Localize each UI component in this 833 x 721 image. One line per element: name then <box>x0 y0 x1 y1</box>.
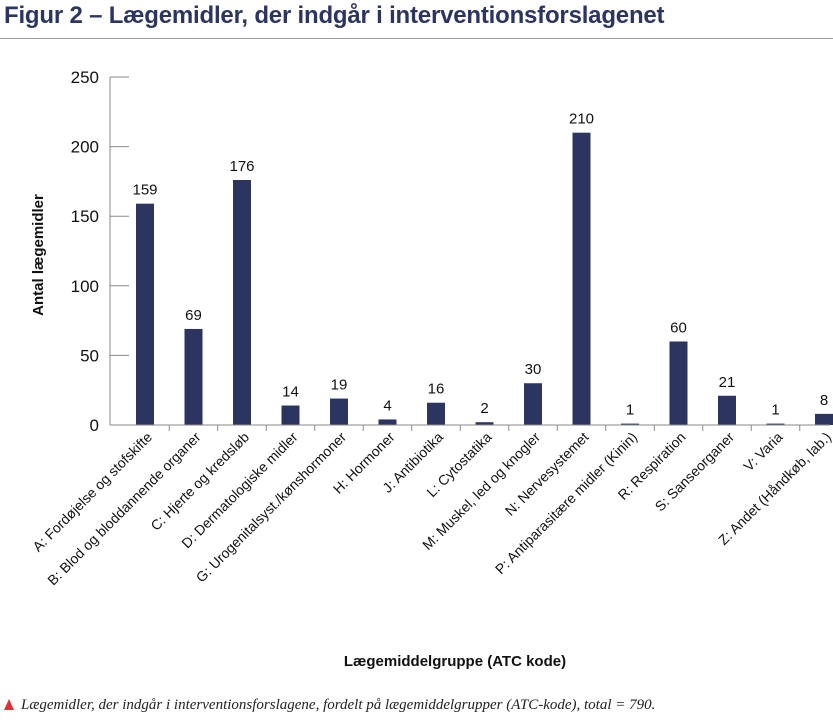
y-tick-label: 250 <box>71 68 99 87</box>
data-label: 1 <box>626 402 634 419</box>
y-tick-label: 100 <box>71 277 99 296</box>
y-tick-label: 0 <box>90 416 99 435</box>
bar <box>378 419 397 425</box>
y-tick-label: 200 <box>71 138 99 157</box>
data-label: 176 <box>229 158 254 175</box>
bar <box>718 395 736 425</box>
bar <box>572 132 591 425</box>
figure-caption: Lægemidler, der indgår i interventionsfo… <box>4 697 655 714</box>
title-divider <box>0 38 833 39</box>
data-label: 30 <box>525 361 542 378</box>
data-label: 1 <box>771 402 779 419</box>
data-label: 69 <box>185 307 202 324</box>
x-tick-label: N: Nervesystemet <box>502 429 592 519</box>
y-axis-title: Antal lægemidler <box>30 194 47 316</box>
data-label: 210 <box>569 111 594 128</box>
data-label: 16 <box>428 381 445 398</box>
bar <box>475 422 494 425</box>
data-label: 19 <box>331 377 348 394</box>
bar <box>621 423 639 425</box>
data-label: 8 <box>820 392 828 409</box>
x-axis-title: Lægemiddelgruppe (ATC kode) <box>344 653 566 670</box>
bars: 159 69 176 14 19 4 16 2 30 210 1 60 21 1 8 <box>132 111 833 425</box>
bar <box>184 328 203 425</box>
y-tick-label: 150 <box>71 207 99 226</box>
data-label: 2 <box>480 400 488 417</box>
data-label: 60 <box>670 319 687 336</box>
y-axis: 0 50 100 150 200 250 <box>71 68 129 435</box>
y-tick-label: 50 <box>80 346 99 365</box>
x-tick-label: V: Varia <box>740 429 786 475</box>
bar <box>233 180 251 425</box>
bar <box>330 398 348 425</box>
bar-chart: 0 50 100 150 200 250 159 69 176 14 19 4 16 2 30 210 1 60… <box>29 68 833 670</box>
data-label: 4 <box>383 397 391 414</box>
data-label: 21 <box>719 374 736 391</box>
bar <box>524 383 542 425</box>
bar <box>669 341 688 425</box>
bar <box>281 405 300 425</box>
data-label: 14 <box>282 384 299 401</box>
bar <box>136 203 154 425</box>
bar <box>427 402 445 425</box>
bar <box>766 423 785 425</box>
figure-title: Figur 2 – Lægemidler, der indgår i inter… <box>4 2 665 29</box>
bar <box>815 413 833 425</box>
data-label: 159 <box>132 182 157 199</box>
caption-text: Lægemidler, der indgår i interventionsfo… <box>21 697 656 713</box>
caption-marker-icon <box>4 699 14 710</box>
